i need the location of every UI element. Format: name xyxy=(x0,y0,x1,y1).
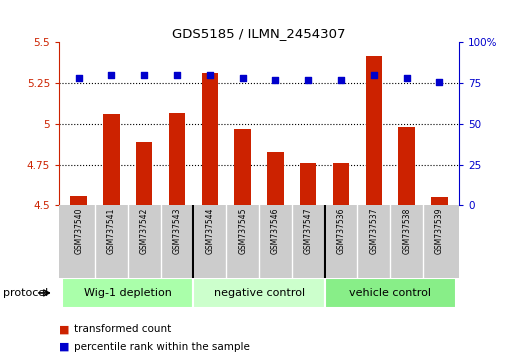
Bar xyxy=(325,278,456,308)
Text: GSM737541: GSM737541 xyxy=(107,207,116,254)
Bar xyxy=(234,129,251,205)
Text: GSM737542: GSM737542 xyxy=(140,207,149,254)
Text: GSM737537: GSM737537 xyxy=(369,207,379,254)
Text: GSM737547: GSM737547 xyxy=(304,207,313,254)
Point xyxy=(403,75,411,81)
Point xyxy=(271,77,280,83)
Point xyxy=(107,72,115,78)
Text: GSM737538: GSM737538 xyxy=(402,207,411,254)
Point xyxy=(436,79,444,84)
Text: GSM737545: GSM737545 xyxy=(238,207,247,254)
Text: GSM737546: GSM737546 xyxy=(271,207,280,254)
Bar xyxy=(267,152,284,205)
Text: Wig-1 depletion: Wig-1 depletion xyxy=(84,288,172,298)
Bar xyxy=(136,142,152,205)
Bar xyxy=(366,56,382,205)
Text: ■: ■ xyxy=(59,342,69,352)
Text: transformed count: transformed count xyxy=(74,324,172,334)
Point xyxy=(74,75,83,81)
Bar xyxy=(169,113,185,205)
Text: percentile rank within the sample: percentile rank within the sample xyxy=(74,342,250,352)
Bar xyxy=(193,278,325,308)
Text: vehicle control: vehicle control xyxy=(349,288,431,298)
Text: GSM737544: GSM737544 xyxy=(205,207,214,254)
Bar xyxy=(300,163,317,205)
Text: GSM737539: GSM737539 xyxy=(435,207,444,254)
Bar xyxy=(62,278,193,308)
Text: negative control: negative control xyxy=(213,288,305,298)
Bar xyxy=(333,163,349,205)
Text: protocol: protocol xyxy=(3,288,48,298)
Text: GSM737543: GSM737543 xyxy=(172,207,182,254)
Text: GSM737540: GSM737540 xyxy=(74,207,83,254)
Point xyxy=(370,72,378,78)
Bar xyxy=(431,197,448,205)
Bar xyxy=(202,73,218,205)
Point xyxy=(337,77,345,83)
Text: GSM737536: GSM737536 xyxy=(337,207,346,254)
Bar xyxy=(70,195,87,205)
Point xyxy=(239,75,247,81)
Bar xyxy=(103,114,120,205)
Point xyxy=(173,72,181,78)
Point xyxy=(206,72,214,78)
Title: GDS5185 / ILMN_2454307: GDS5185 / ILMN_2454307 xyxy=(172,27,346,40)
Point xyxy=(304,77,312,83)
Point xyxy=(140,72,148,78)
Bar xyxy=(399,127,415,205)
Text: ■: ■ xyxy=(59,324,69,334)
